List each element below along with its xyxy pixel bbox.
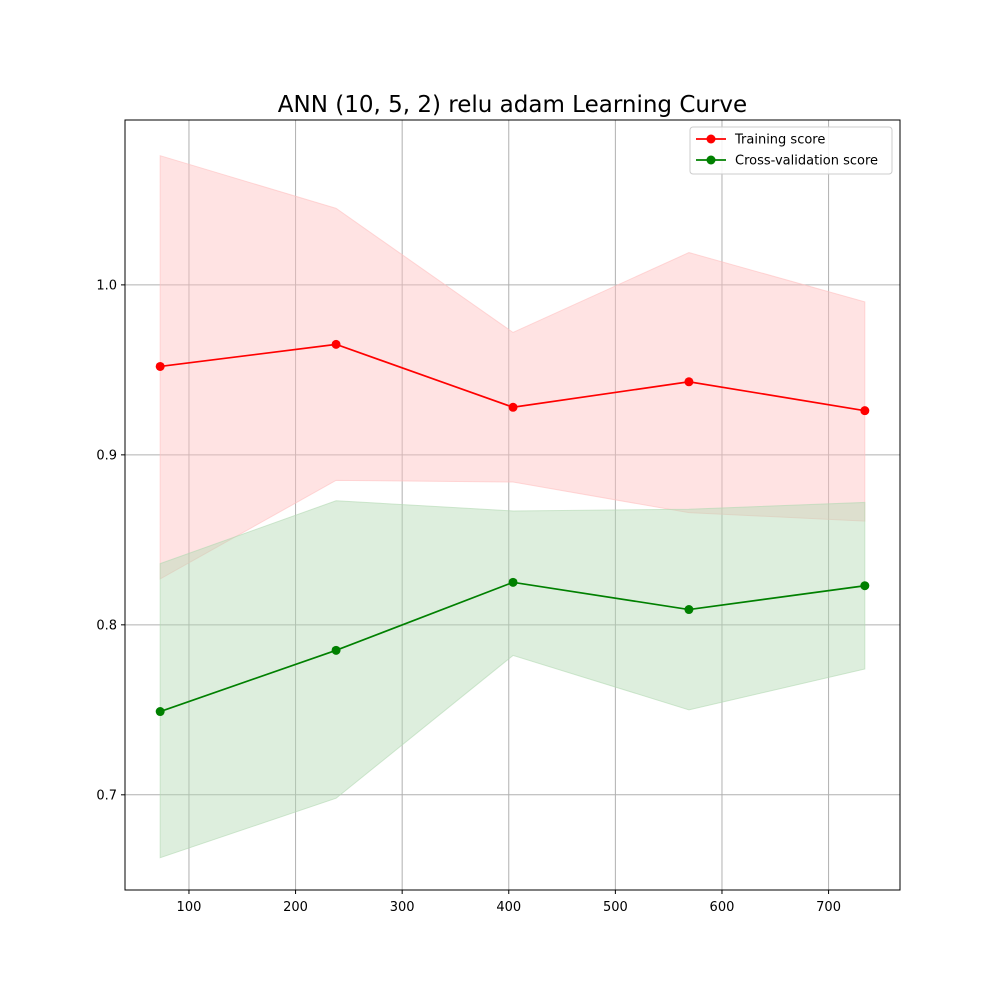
chart-title: ANN (10, 5, 2) relu adam Learning Curve	[278, 92, 747, 118]
data-point	[155, 361, 165, 371]
y-tick-label: 1.0	[96, 278, 117, 293]
x-axis: 100 200 300 400 500 600 700	[177, 890, 841, 915]
x-tick-label: 200	[283, 900, 308, 915]
legend-label: Training score	[734, 133, 825, 148]
series-points	[155, 339, 870, 717]
x-tick-label: 600	[710, 900, 735, 915]
data-point	[684, 377, 694, 387]
legend: Training score Cross-validation score	[689, 126, 893, 175]
x-tick-label: 100	[177, 900, 202, 915]
data-point	[684, 605, 694, 615]
std-band	[159, 500, 866, 859]
legend-label: Cross-validation score	[735, 154, 878, 169]
data-point	[860, 581, 870, 591]
legend-box	[689, 126, 893, 175]
plot-area-frame	[124, 119, 901, 891]
data-point	[860, 406, 870, 416]
x-tick-label: 400	[496, 900, 521, 915]
legend-swatch-marker	[706, 155, 716, 165]
legend-swatch-marker	[706, 134, 716, 144]
y-tick-label: 0.7	[96, 788, 117, 803]
data-point	[508, 402, 518, 412]
y-tick-label: 0.8	[96, 618, 117, 633]
data-point	[331, 645, 341, 655]
x-tick-label: 300	[390, 900, 415, 915]
x-tick-label: 500	[603, 900, 628, 915]
y-tick-label: 0.9	[96, 448, 117, 463]
y-axis: 0.7 0.8 0.9 1.0	[96, 278, 125, 803]
std-bands	[159, 155, 866, 859]
x-tick-label: 700	[816, 900, 841, 915]
data-point	[331, 339, 341, 349]
data-point	[155, 707, 165, 717]
grid-lines	[125, 120, 900, 890]
data-point	[508, 577, 518, 587]
